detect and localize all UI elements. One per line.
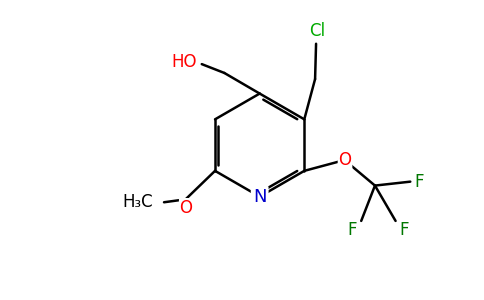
Text: N: N <box>253 188 266 206</box>
Text: Cl: Cl <box>309 22 326 40</box>
Text: O: O <box>338 151 351 169</box>
Text: F: F <box>400 221 409 239</box>
Text: H₃C: H₃C <box>122 193 153 211</box>
Text: F: F <box>414 173 424 191</box>
Text: O: O <box>180 199 193 217</box>
Text: HO: HO <box>171 53 197 71</box>
Text: F: F <box>348 221 357 239</box>
